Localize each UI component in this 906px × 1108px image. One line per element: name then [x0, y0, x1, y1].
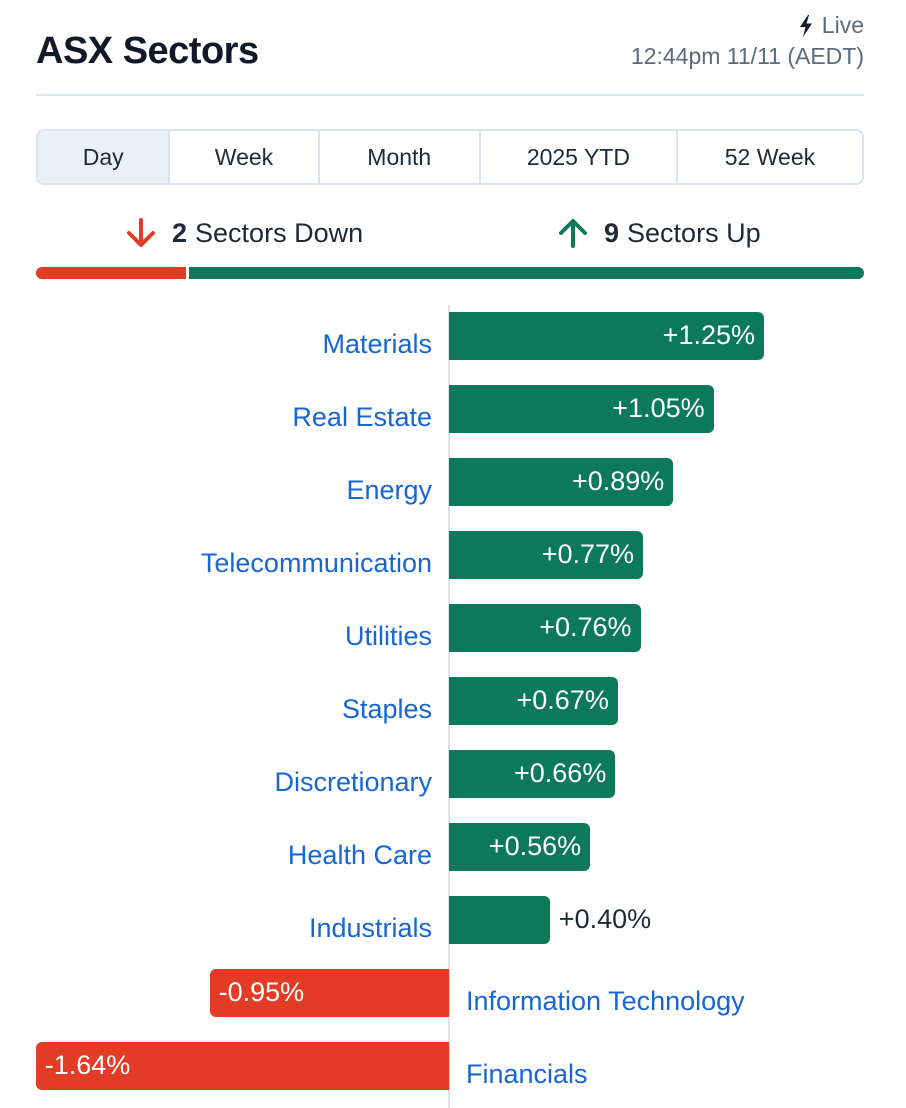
bar-information-technology	[209, 969, 449, 1017]
value-label-materials: +1.25%	[662, 320, 755, 350]
value-label-telecommunication: +0.77%	[541, 539, 635, 569]
live-label: Live	[821, 12, 864, 38]
value-label-discretionary: +0.66%	[514, 758, 607, 788]
sectors-down-label: Sectors Down	[195, 217, 364, 248]
value-label-real-estate: +1.05%	[612, 393, 705, 423]
header-divider	[36, 94, 864, 96]
lightning-icon	[799, 14, 812, 37]
bar-staples	[449, 677, 618, 725]
bar-materials	[449, 312, 764, 360]
live-indicator: Live	[798, 12, 864, 39]
arrow-down-icon	[127, 218, 155, 247]
sector-label-health-care[interactable]: Health Care	[287, 840, 432, 870]
timestamp: 12:44pm 11/11 (AEDT)	[630, 43, 864, 69]
sectors-up-summary: 9 Sectors Up	[556, 216, 761, 250]
sector-label-energy[interactable]: Energy	[346, 475, 432, 505]
sectors-up-count: 9	[604, 217, 620, 248]
value-label-energy: +0.89%	[571, 466, 665, 496]
bar-financials	[35, 1042, 449, 1090]
value-label-financials: -1.64%	[44, 1050, 131, 1080]
arrow-up-icon	[559, 219, 587, 248]
up-ratio-bar	[189, 267, 864, 279]
value-label-staples: +0.67%	[516, 685, 609, 715]
bar-discretionary	[449, 750, 616, 798]
sector-label-discretionary[interactable]: Discretionary	[274, 767, 432, 797]
tab-2025-ytd[interactable]: 2025 YTD	[480, 131, 678, 183]
sector-label-telecommunication[interactable]: Telecommunication	[200, 548, 432, 578]
sector-label-real-estate[interactable]: Real Estate	[292, 402, 432, 432]
sector-label-financials[interactable]: Financials	[466, 1059, 588, 1089]
tab-day[interactable]: Day	[38, 131, 171, 183]
value-label-information-technology: -0.95%	[218, 977, 305, 1007]
page-title: ASX Sectors	[36, 30, 259, 72]
sectors-down-summary: 2 Sectors Down	[124, 216, 363, 250]
sector-label-staples[interactable]: Staples	[341, 694, 432, 724]
tab-month[interactable]: Month	[319, 131, 481, 183]
value-label-industrials: +0.40%	[558, 904, 652, 934]
bar-utilities	[449, 604, 641, 652]
period-tabs: Day Week Month 2025 YTD 52 Week	[36, 129, 864, 185]
bar-industrials	[449, 896, 550, 944]
bar-energy	[449, 458, 674, 506]
bar-real-estate	[449, 385, 714, 433]
value-label-health-care: +0.56%	[488, 831, 582, 861]
sector-label-materials[interactable]: Materials	[322, 329, 432, 359]
sectors-down-count: 2	[172, 217, 188, 248]
sector-label-industrials[interactable]: Industrials	[308, 913, 432, 943]
sector-label-utilities[interactable]: Utilities	[344, 621, 432, 651]
down-ratio-bar	[36, 267, 186, 279]
bar-telecommunication	[449, 531, 644, 579]
sectors-up-label: Sectors Up	[627, 217, 761, 248]
tab-week[interactable]: Week	[170, 131, 320, 183]
bar-health-care	[449, 823, 591, 871]
sector-label-information-technology[interactable]: Information Technology	[466, 986, 745, 1016]
tab-52-week[interactable]: 52 Week	[677, 131, 862, 183]
value-label-utilities: +0.76%	[539, 612, 632, 642]
